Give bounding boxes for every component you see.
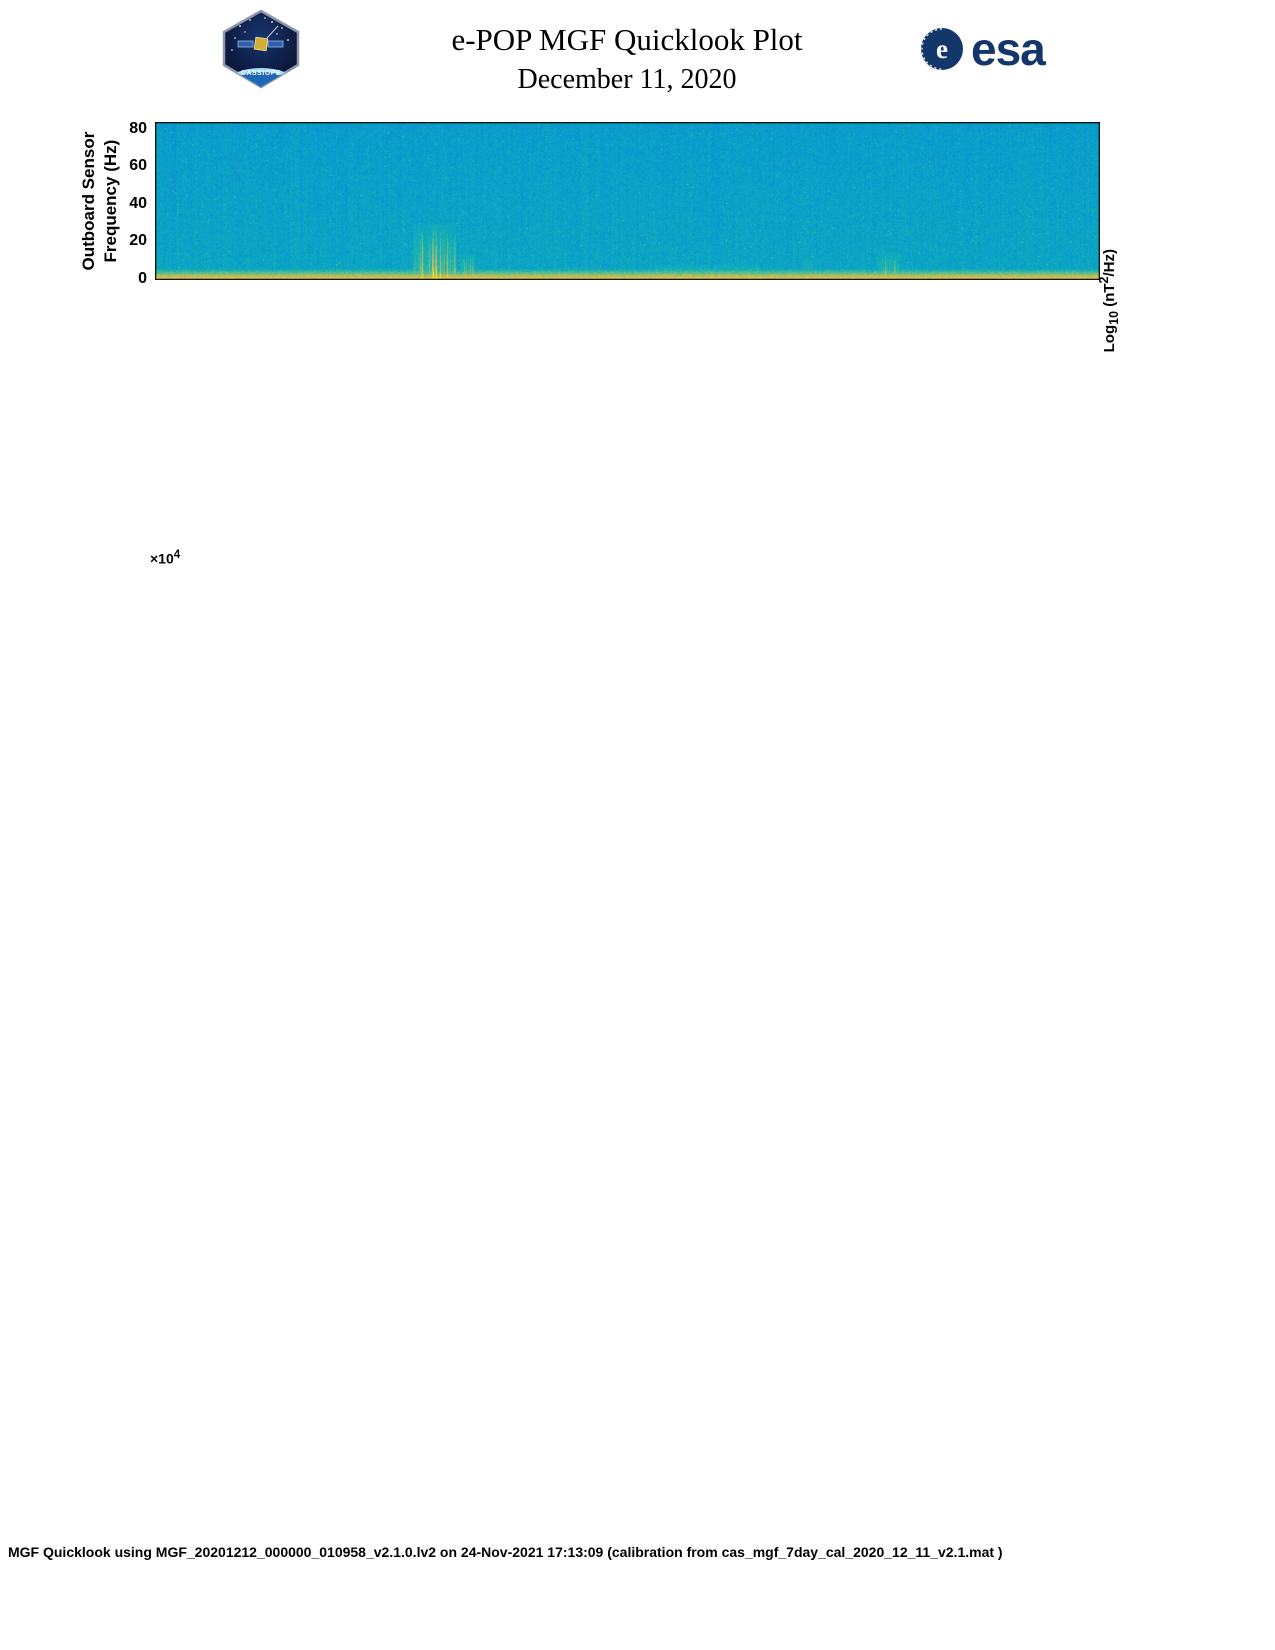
patch-satellite-body: [253, 36, 269, 52]
patch-satellite-panel-left: [237, 40, 254, 48]
ytick-label-outboard-spectrogram: 80: [129, 119, 147, 137]
ytick-label-outboard-spectrogram: 0: [138, 270, 147, 287]
scale-base: ×10: [150, 550, 174, 567]
outboard-spectrogram-plot: [155, 122, 1100, 280]
cassiope-patch-graphic: CASSIOPE: [222, 9, 300, 89]
svg-text:e: e: [936, 34, 948, 64]
title-line-1: e-POP MGF Quicklook Plot: [451, 22, 803, 57]
patch-satellite-panel-right: [267, 40, 284, 48]
title-line-2: December 11, 2020: [517, 64, 737, 95]
footer-caption: MGF Quicklook using MGF_20201212_000000_…: [8, 1544, 1003, 1560]
esa-logo-text: esa: [971, 23, 1046, 75]
esa-logo: e esa: [918, 22, 1046, 76]
y-axis-scale-label: ×104: [150, 548, 180, 567]
plot-title: e-POP MGF Quicklook Plot December 11, 20…: [327, 22, 927, 96]
scale-exponent: 4: [173, 548, 181, 561]
cassiope-mission-patch: CASSIOPE: [220, 8, 302, 95]
ytick-label-outboard-spectrogram: 20: [129, 232, 147, 250]
ytick-label-outboard-spectrogram: 40: [129, 194, 147, 212]
esa-emblem-icon: e: [921, 28, 963, 70]
patch-mission-name: CASSIOPE: [241, 70, 281, 77]
ytick-label-outboard-spectrogram: 60: [129, 157, 147, 175]
